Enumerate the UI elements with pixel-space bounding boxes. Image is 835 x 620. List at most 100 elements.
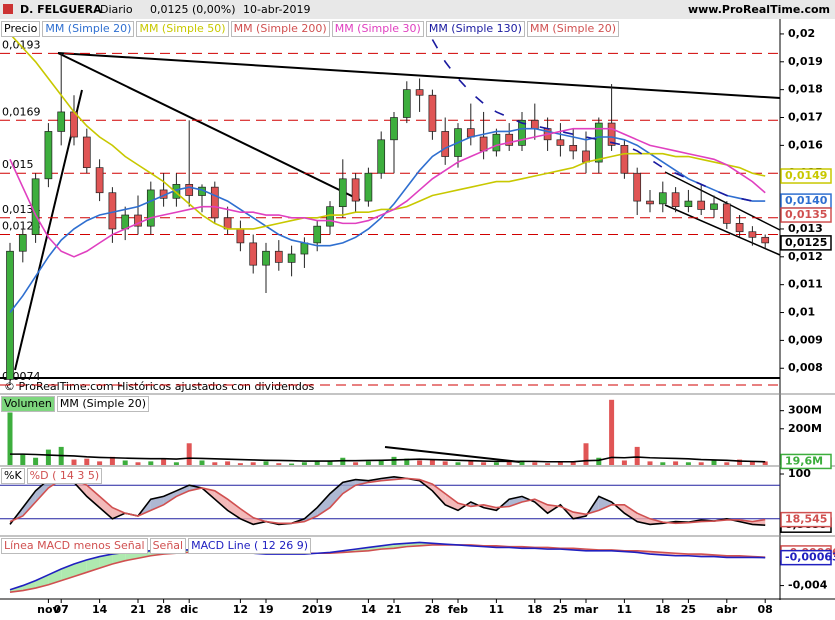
channel-line xyxy=(664,171,781,231)
volume-bar xyxy=(545,463,551,465)
ma-line xyxy=(9,475,766,526)
volume-bar xyxy=(378,459,384,465)
x-tick-label: 2019 xyxy=(302,603,333,616)
volume-bar xyxy=(84,458,90,465)
volume-bar xyxy=(532,462,538,465)
fill-area xyxy=(496,499,510,511)
candle-body xyxy=(684,200,693,208)
volume-bar xyxy=(97,461,103,465)
symbol: D. FELGUERA xyxy=(20,3,102,16)
candle-body xyxy=(646,200,654,205)
volume-bar xyxy=(122,460,128,465)
volume-bar xyxy=(173,462,179,465)
candle-body xyxy=(428,94,437,132)
last-label-box xyxy=(780,235,832,251)
volume-bar xyxy=(673,461,679,465)
fill-area xyxy=(240,508,254,525)
volume-bar xyxy=(186,443,192,465)
fill-area xyxy=(368,545,382,551)
legend: Precio MM (Simple 20) MM (Simple 50) MM (Si… xyxy=(1,21,620,37)
footer: © ProRealTime.com Históricos ajustados c… xyxy=(4,380,315,393)
volume-bar xyxy=(225,461,231,465)
last-label-box xyxy=(780,207,832,223)
candle-body xyxy=(505,133,514,146)
candle-body xyxy=(134,214,142,227)
fill-area xyxy=(598,496,612,511)
legend-item: MM (Simple 200) xyxy=(230,21,330,37)
volume-bar xyxy=(250,462,256,465)
level-label: 0,0193 xyxy=(2,38,41,51)
candle-body xyxy=(274,250,283,263)
x-tick-label: 12 xyxy=(233,603,248,616)
fill-area xyxy=(317,493,330,516)
fill-area xyxy=(22,490,36,516)
fill-area xyxy=(163,490,177,505)
volume-bar xyxy=(289,463,295,465)
fill-area xyxy=(342,479,356,494)
candle-body xyxy=(249,242,258,266)
candle-body xyxy=(6,250,14,380)
ma-line xyxy=(9,33,766,230)
volume-bar xyxy=(583,443,589,465)
site: www.ProRealTime.com xyxy=(688,3,830,16)
icon xyxy=(3,4,13,14)
y-tick-label: 0,013 xyxy=(788,222,823,235)
candle-body xyxy=(262,250,270,266)
candle-body xyxy=(697,200,706,210)
ma-line xyxy=(9,477,766,525)
legend-item: MM (Simple 20) xyxy=(42,21,135,37)
volume-bar xyxy=(301,462,307,465)
fill-area xyxy=(35,574,49,589)
candle-body xyxy=(492,133,501,152)
volume-bar xyxy=(749,461,755,465)
y-tick-label: 0,011 xyxy=(788,278,823,291)
x-tick-label: mar xyxy=(574,603,599,616)
volume-bar xyxy=(596,457,602,465)
ma-line xyxy=(9,544,766,593)
volume-bar xyxy=(634,446,640,465)
x-tick-label: 18 xyxy=(655,603,670,616)
volume-bar xyxy=(33,457,39,465)
y-tick-label: -0,004 xyxy=(788,579,828,592)
candle-body xyxy=(607,122,616,146)
last-label: 0,0149 xyxy=(785,169,827,182)
volume-bar xyxy=(314,461,320,465)
fill-area xyxy=(86,485,100,508)
fill-area xyxy=(432,484,446,505)
candle-body xyxy=(620,145,629,174)
fill-area xyxy=(214,490,228,511)
volume-bar xyxy=(199,460,205,465)
x-tick-label: dic xyxy=(180,603,198,616)
candle-body xyxy=(402,89,411,118)
candle-body xyxy=(121,214,130,230)
candle-body xyxy=(185,184,194,196)
volume-bar xyxy=(660,462,666,465)
header-bar xyxy=(0,0,835,19)
candle-body xyxy=(326,206,334,227)
candle-body xyxy=(95,167,104,194)
volume-bar xyxy=(263,461,269,465)
candle-body xyxy=(390,117,398,141)
volume-bar xyxy=(455,462,461,465)
candle-body xyxy=(479,136,488,152)
volume-bar xyxy=(442,461,448,465)
last-price: 0,0125 (0,00%) xyxy=(150,3,236,16)
legend-item: Línea MACD menos Señal xyxy=(1,538,148,554)
volume-bar xyxy=(353,462,359,465)
x-tick-label: 11 xyxy=(617,603,632,616)
ma-line xyxy=(10,453,766,463)
candle-body xyxy=(210,186,219,219)
ma-line xyxy=(9,127,766,314)
candle-body xyxy=(594,122,603,163)
legend-item: %D ( 14 3 5) xyxy=(26,468,103,484)
level-label: 0,0169 xyxy=(2,105,41,118)
candle-body xyxy=(44,131,53,180)
fill-area xyxy=(624,504,638,522)
candle-body xyxy=(722,203,731,224)
last-label-box xyxy=(780,549,832,566)
last-label: 0,0125 xyxy=(785,236,827,249)
fill-area xyxy=(445,493,458,511)
volume-bar xyxy=(327,460,333,465)
volume-bar xyxy=(698,462,704,465)
last-label: -0,00063 xyxy=(785,551,835,564)
